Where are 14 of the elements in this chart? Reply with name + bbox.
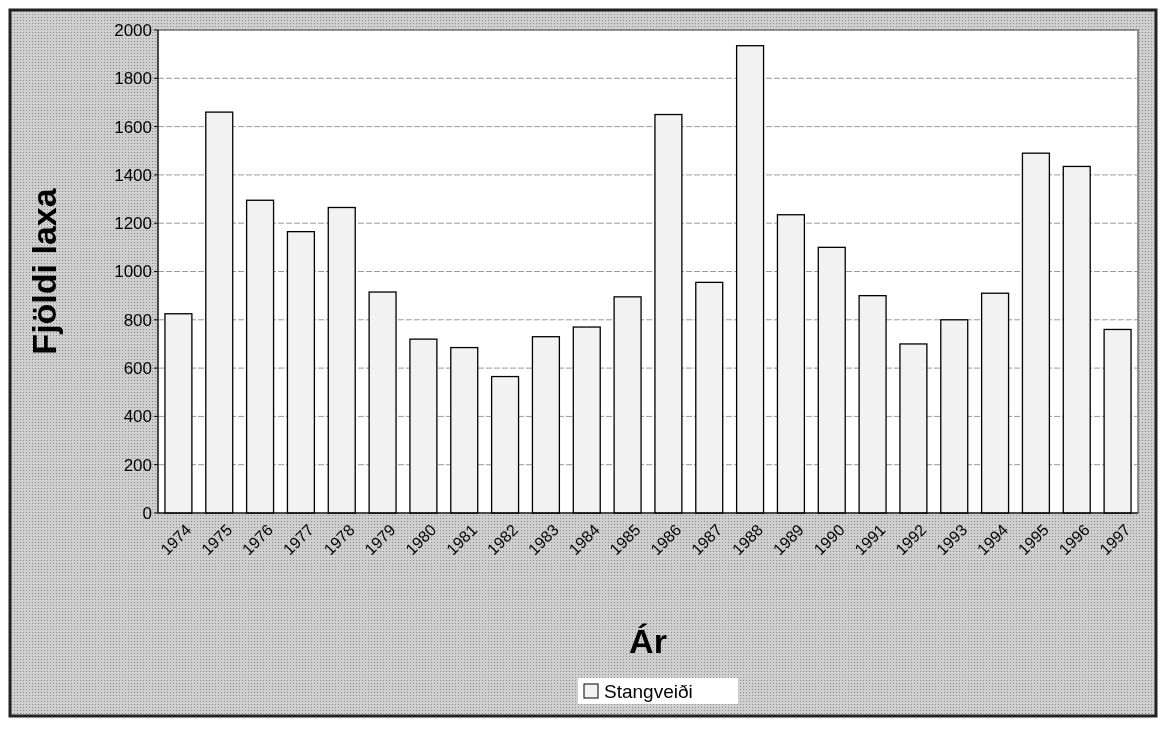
y-tick-label: 400 (123, 407, 152, 427)
y-tick-label: 1000 (114, 262, 152, 282)
x-axis-title: Ár (629, 622, 667, 660)
y-tick-label: 1400 (114, 165, 152, 185)
y-tick-label: 200 (123, 455, 152, 475)
y-tick-label: 1600 (114, 117, 152, 137)
y-tick-label: 0 (142, 503, 152, 523)
y-tick-label: 1200 (114, 214, 152, 234)
legend-label: Stangveiði (604, 680, 693, 702)
y-axis-title: Fjöldi laxa (25, 187, 63, 355)
y-tick-label: 1800 (114, 69, 152, 89)
y-tick-label: 600 (123, 359, 152, 379)
y-tick-label: 2000 (114, 20, 152, 40)
y-tick-label: 800 (123, 310, 152, 330)
